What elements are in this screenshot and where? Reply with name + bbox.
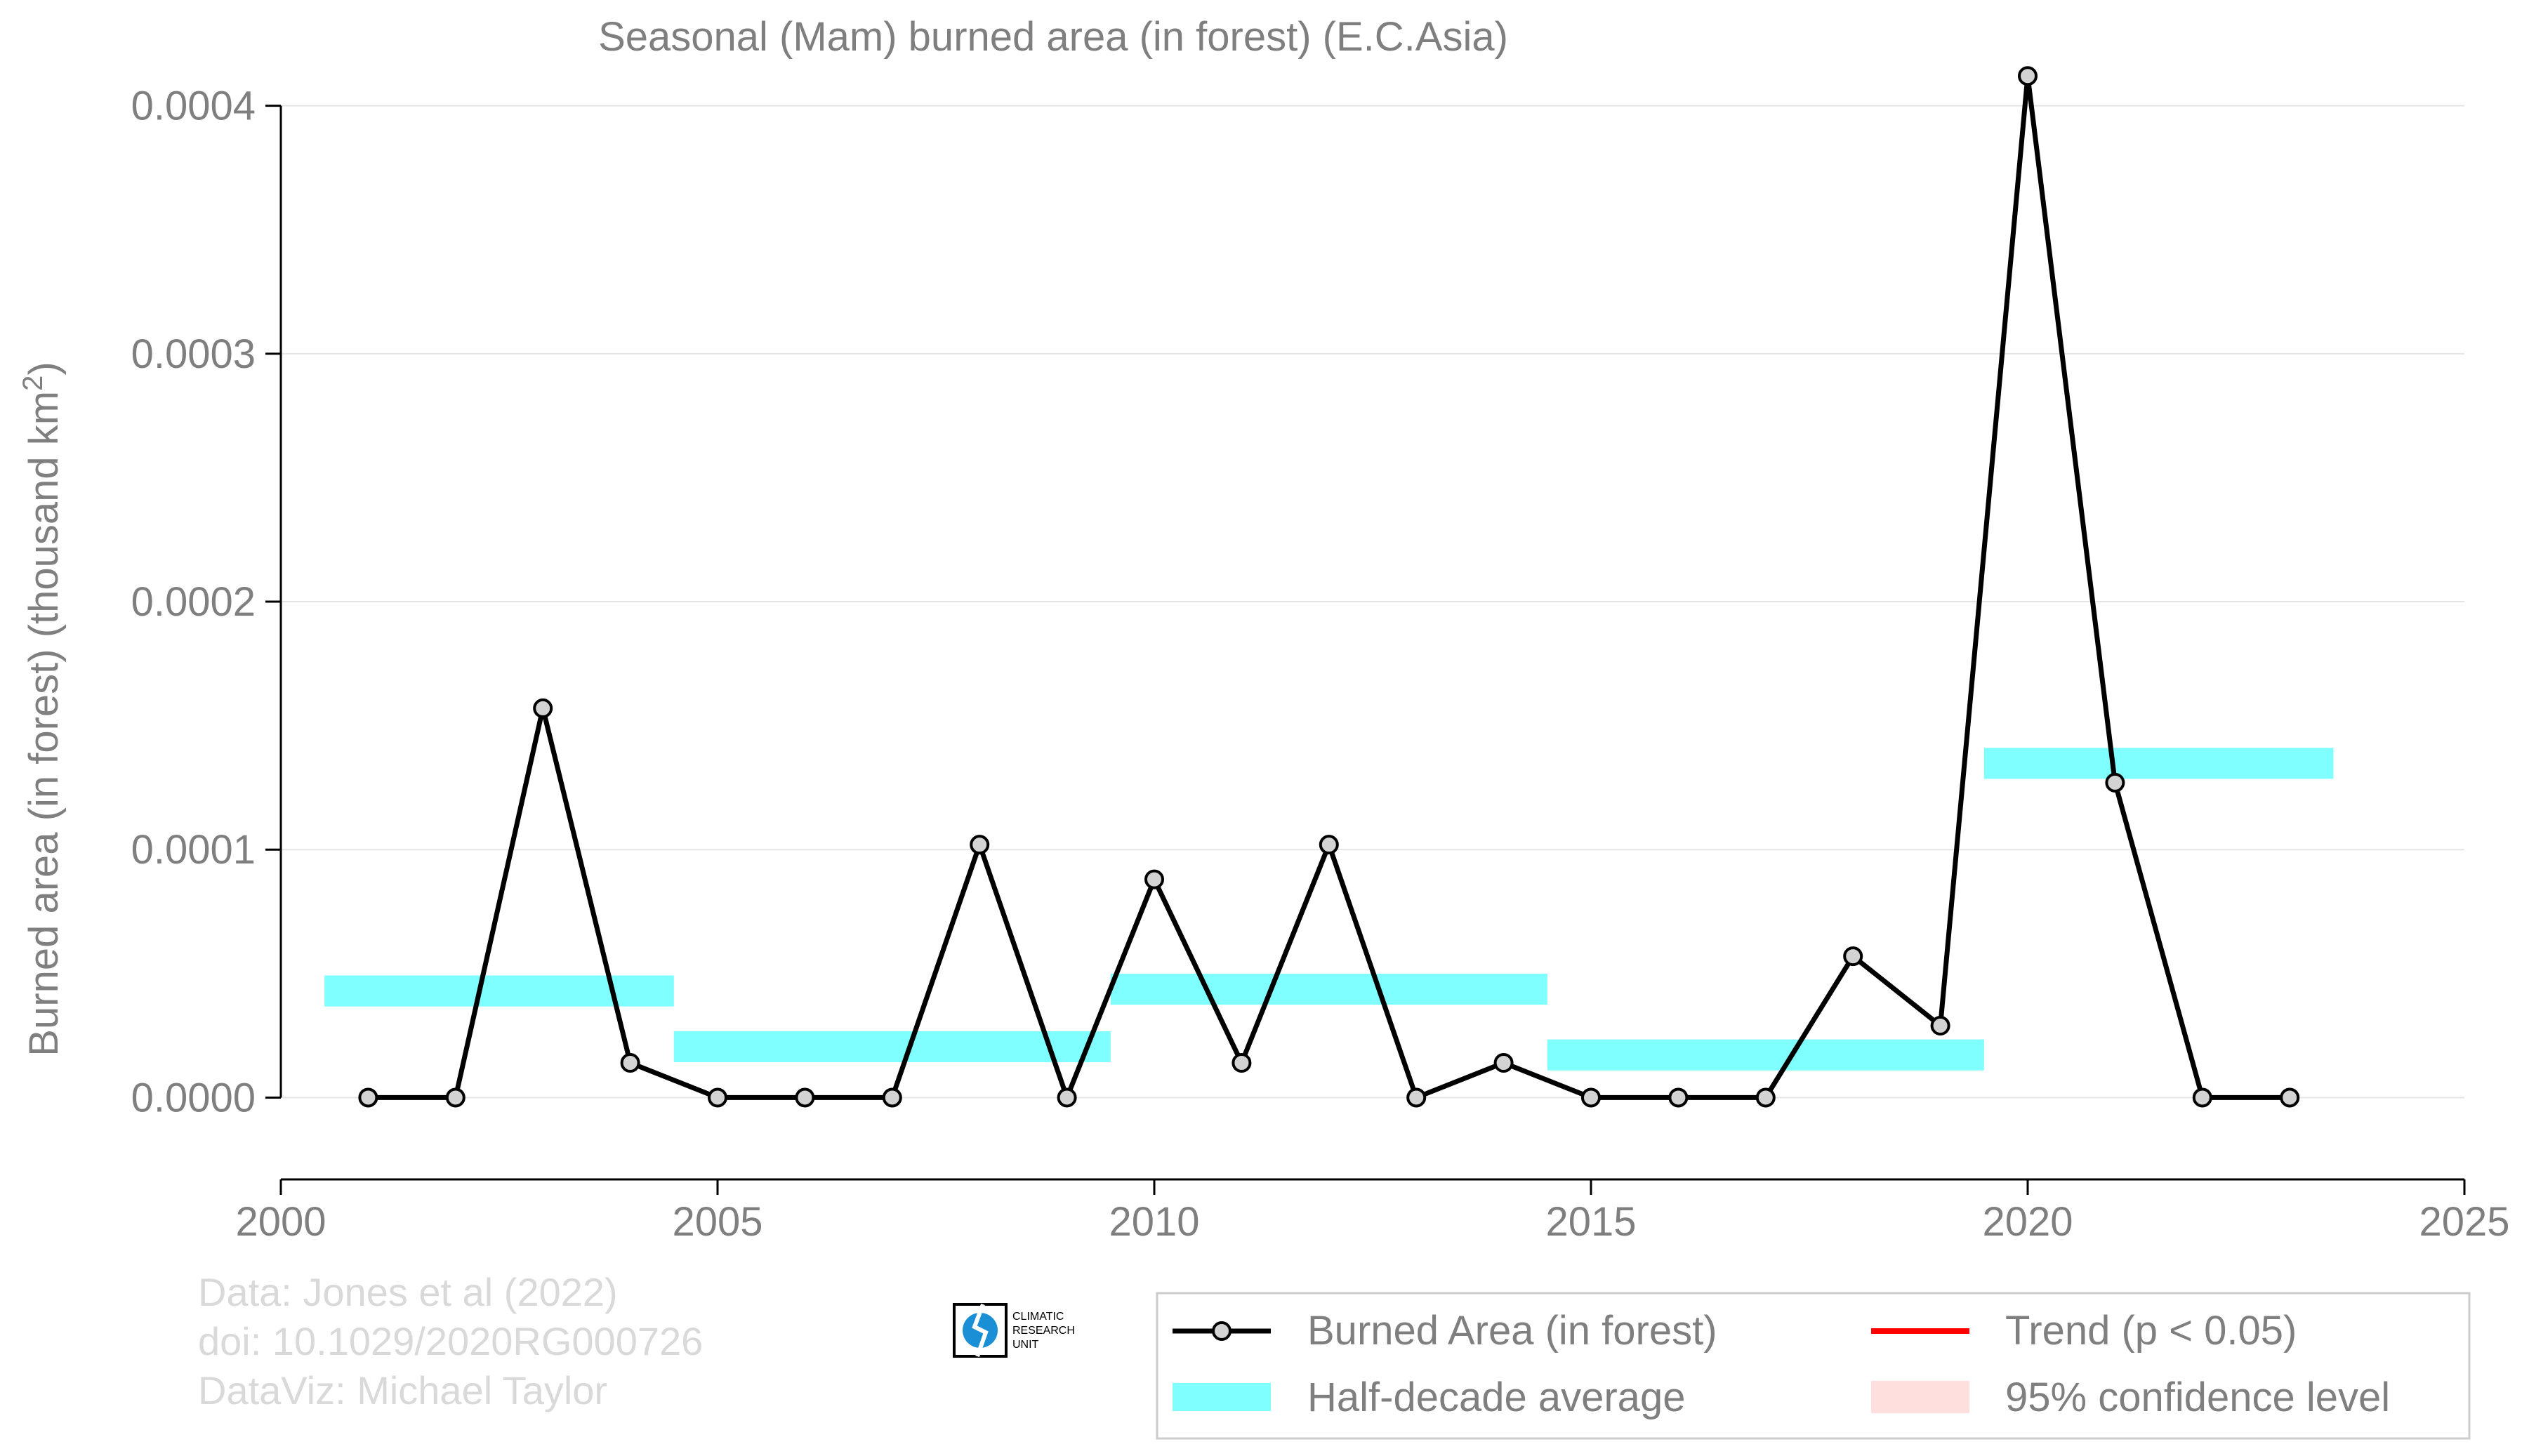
- half-decade-bar: [673, 1031, 1111, 1063]
- data-point: [2105, 772, 2125, 793]
- series-line: [368, 73, 2290, 1100]
- data-point: [2018, 66, 2038, 86]
- cru-logo: CLIMATIC RESEARCH UNIT: [953, 1303, 1075, 1358]
- y-axis-label-close: ): [21, 362, 67, 375]
- y-axis-label-superscript: 2: [18, 376, 48, 391]
- y-tick-label: 0.0002: [131, 579, 256, 625]
- data-point: [1843, 946, 1863, 967]
- legend-trend-label: Trend (p < 0.05): [2005, 1308, 2297, 1354]
- data-point: [2280, 1087, 2300, 1108]
- x-tick-label: 2020: [1982, 1199, 2073, 1245]
- data-point: [533, 698, 553, 718]
- data-point: [358, 1087, 378, 1108]
- data-point: [1668, 1087, 1689, 1108]
- data-point: [1755, 1087, 1776, 1108]
- data-point: [708, 1087, 727, 1108]
- data-point: [1232, 1052, 1252, 1073]
- half-decade-bars: [324, 748, 2334, 1071]
- cru-logo-line2: RESEARCH: [1012, 1325, 1075, 1337]
- y-tick-label: 0.0001: [131, 827, 256, 873]
- half-decade-bar: [1110, 974, 1547, 1005]
- y-tick-label: 0.0004: [131, 84, 256, 129]
- credit-doi: doi: 10.1029/2020RG000726: [198, 1319, 703, 1363]
- x-tick-label: 2025: [2419, 1199, 2509, 1245]
- series-burned-area: [368, 73, 2290, 1100]
- data-point: [795, 1087, 815, 1108]
- grid-lines: [281, 105, 2464, 1099]
- data-point: [2192, 1087, 2212, 1108]
- y-tick-label: 0.0000: [131, 1075, 256, 1120]
- data-point: [970, 835, 990, 855]
- credit-dataviz: DataViz: Michael Taylor: [198, 1368, 607, 1412]
- data-point: [445, 1087, 465, 1108]
- data-point: [882, 1087, 902, 1108]
- credit-data-source: Data: Jones et al (2022): [198, 1270, 618, 1314]
- x-tick-label: 2015: [1545, 1199, 1636, 1245]
- legend-half-decade-swatch: [1173, 1383, 1271, 1411]
- cru-logo-line1: CLIMATIC: [1012, 1311, 1064, 1323]
- data-point: [1581, 1087, 1601, 1108]
- y-tick-label: 0.0003: [131, 331, 256, 377]
- y-axis-label: Burned area (in forest) (thousand km2): [18, 362, 67, 1056]
- credits: Data: Jones et al (2022) doi: 10.1029/20…: [198, 1270, 703, 1412]
- data-point: [1930, 1016, 1950, 1036]
- x-tick-label: 2010: [1109, 1199, 1199, 1245]
- series-markers: [358, 66, 2300, 1108]
- x-tick-label: 2005: [672, 1199, 762, 1245]
- legend-series-label: Burned Area (in forest): [1307, 1308, 1717, 1354]
- data-point: [1144, 869, 1164, 889]
- half-decade-bar: [1983, 748, 2334, 779]
- globe-gap-icon: [972, 1303, 989, 1357]
- half-decade-bar: [1547, 1039, 1984, 1071]
- legend: Burned Area (in forest) Trend (p < 0.05)…: [1156, 1292, 2471, 1440]
- data-point: [1406, 1087, 1427, 1108]
- x-tick-label: 2000: [235, 1199, 326, 1245]
- cru-logo-line3: UNIT: [1012, 1339, 1039, 1351]
- axes: 0.0000 0.0001 0.0002 0.0003 0.0004 2000 2005 20…: [131, 84, 2510, 1245]
- half-decade-bar: [324, 975, 674, 1007]
- legend-frame: [1156, 1292, 2471, 1440]
- y-axis-label-main: Burned area (in forest) (thousand km: [21, 391, 67, 1057]
- legend-confidence-swatch: [1871, 1381, 1969, 1413]
- data-point: [1057, 1087, 1077, 1108]
- data-point: [1493, 1052, 1514, 1073]
- legend-series-marker: [1212, 1321, 1232, 1341]
- chart-title: Seasonal (Mam) burned area (in forest) (…: [598, 14, 1508, 60]
- legend-confidence-label: 95% confidence level: [2005, 1375, 2390, 1420]
- data-point: [620, 1052, 640, 1073]
- data-point: [1319, 835, 1339, 855]
- legend-half-decade-label: Half-decade average: [1307, 1375, 1685, 1420]
